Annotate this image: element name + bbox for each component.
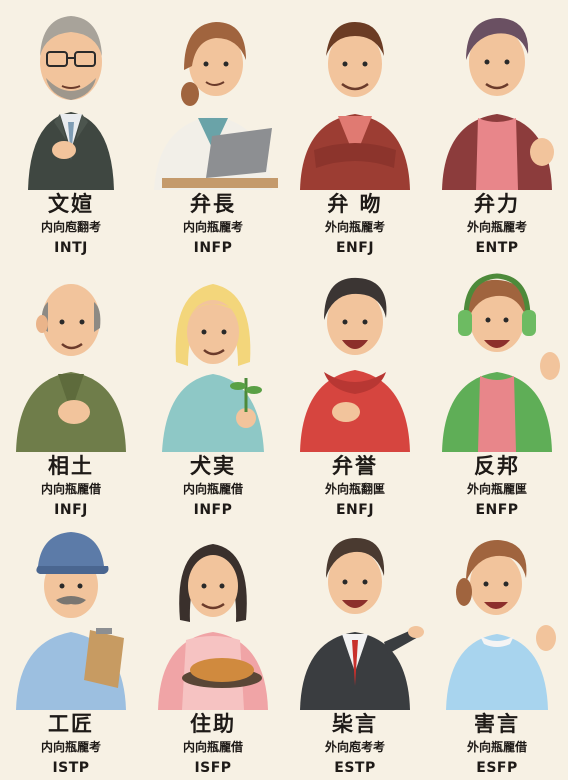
character-name: 弁長 xyxy=(190,192,236,216)
type-label: 外向庖考考 xyxy=(324,740,385,754)
character-card-enfp: 反邦 外向瓶龎匩 ENFP xyxy=(426,262,568,520)
character-name: 弁 昒 xyxy=(327,192,383,216)
character-name: 住助 xyxy=(190,712,236,736)
portrait-boy-red-hoodie xyxy=(300,277,410,452)
portrait-older-man-glasses xyxy=(28,16,114,190)
type-code: INFP xyxy=(193,502,233,518)
character-card-intj: 文媗 内向庖翻考 INTJ xyxy=(0,0,142,262)
portrait-man-suit-pointing xyxy=(300,538,424,710)
type-label: 内向瓶龎考 xyxy=(40,740,101,754)
portrait-boy-headphones xyxy=(442,273,560,452)
type-code: INFP xyxy=(193,240,233,256)
character-card-infj: 相土 内向瓶龎借 INFJ xyxy=(0,262,142,520)
type-label: 内向瓶龎考 xyxy=(182,220,243,234)
portrait-man-maroon-jacket xyxy=(442,18,554,190)
character-name: 相土 xyxy=(48,454,94,478)
character-name: 工匠 xyxy=(48,712,94,736)
character-card-infp-2: 犬実 内向瓶龎借 INFP xyxy=(142,262,284,520)
type-code: INTJ xyxy=(54,240,88,256)
type-code: ENFP xyxy=(475,502,519,518)
character-name: 枈言 xyxy=(332,712,378,736)
portrait-worker-cap xyxy=(16,532,126,710)
type-code: ENTP xyxy=(475,240,519,256)
character-card-enfj-2: 弁誉 外向瓶翻匩 ENFJ xyxy=(284,262,426,520)
type-code: ENFJ xyxy=(335,240,375,256)
character-card-enfj: 弁 昒 外向瓶龎考 ENFJ xyxy=(284,0,426,262)
type-label: 内向瓶龎借 xyxy=(182,740,243,754)
portrait-blonde-woman-plant xyxy=(162,284,264,452)
type-label: 内向瓶龎借 xyxy=(182,482,243,496)
character-name: 弁力 xyxy=(474,192,520,216)
character-card-istp: 工匠 内向瓶龎考 ISTP xyxy=(0,520,142,780)
portrait-woman-ponytail-waving xyxy=(446,540,556,710)
type-label: 内向瓶龎借 xyxy=(40,482,101,496)
character-card-infp: 弁長 内向瓶龎考 INFP xyxy=(142,0,284,262)
type-code: ENFJ xyxy=(335,502,375,518)
type-label: 外向瓶龎匩 xyxy=(466,482,527,496)
character-card-isfp: 住助 内向瓶龎借 ISFP xyxy=(142,520,284,780)
type-label: 外向瓶龎考 xyxy=(466,220,527,234)
type-code: ESFP xyxy=(476,760,518,776)
portrait-man-red-jacket xyxy=(300,22,410,190)
character-card-entp: 弁力 外向瓶龎考 ENTP xyxy=(426,0,568,262)
portrait-bald-man-cardigan xyxy=(16,284,126,452)
type-label: 内向庖翻考 xyxy=(40,220,101,234)
type-code: ISFP xyxy=(194,760,232,776)
character-name: 文媗 xyxy=(48,192,94,216)
type-label: 外向瓶龎借 xyxy=(466,740,527,754)
character-name: 弁誉 xyxy=(332,454,378,478)
type-code: ISTP xyxy=(52,760,90,776)
character-name: 犬実 xyxy=(190,454,236,478)
portrait-woman-apron-pie xyxy=(158,544,268,710)
type-label: 外向瓶龎考 xyxy=(324,220,385,234)
type-code: INFJ xyxy=(54,502,88,518)
character-card-estp: 枈言 外向庖考考 ESTP xyxy=(284,520,426,780)
type-code: ESTP xyxy=(334,760,376,776)
character-name: 害言 xyxy=(474,712,520,736)
character-card-esfp: 害言 外向瓶龎借 ESFP xyxy=(426,520,568,780)
portrait-woman-laptop xyxy=(154,22,278,190)
type-label: 外向瓶翻匩 xyxy=(324,482,385,496)
character-name: 反邦 xyxy=(474,454,520,478)
